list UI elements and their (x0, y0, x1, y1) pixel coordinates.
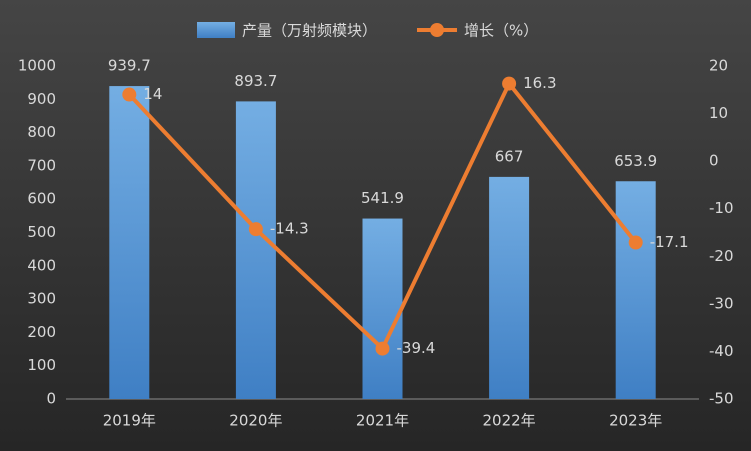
y-tick-label: 300 (27, 290, 56, 308)
y2-tick-label: 10 (709, 104, 728, 122)
line-value-label: -17.1 (650, 233, 689, 251)
bar (109, 86, 150, 400)
y-tick-label: 100 (27, 356, 56, 374)
bar (615, 181, 656, 399)
y-tick-label: 800 (27, 123, 56, 141)
line-marker (628, 235, 643, 250)
line-value-label: 16.3 (523, 74, 556, 92)
y2-tick-label: -20 (709, 247, 734, 265)
y-tick-label: 700 (27, 156, 56, 174)
y-tick-label: 600 (27, 190, 56, 208)
line-marker (502, 76, 517, 91)
bar-value-label: 667 (495, 147, 524, 165)
y2-tick-label: -30 (709, 294, 734, 312)
x-tick-label: 2021年 (356, 412, 409, 430)
y-tick-label: 400 (27, 256, 56, 274)
legend-label: 产量（万射频模块） (242, 22, 377, 40)
line-value-label: 14 (143, 85, 162, 103)
bar-value-label: 653.9 (614, 152, 657, 170)
y2-tick-label: -10 (709, 199, 734, 217)
legend-label: 增长（%） (464, 22, 538, 40)
line-value-label: -14.3 (270, 220, 309, 238)
bar-value-label: 541.9 (361, 189, 404, 207)
x-tick-label: 2019年 (103, 412, 156, 430)
y2-tick-label: 0 (709, 152, 719, 170)
line-marker (375, 341, 390, 356)
bar (489, 176, 530, 399)
y-tick-label: 500 (27, 223, 56, 241)
x-tick-label: 2020年 (229, 412, 282, 430)
x-tick-label: 2022年 (483, 412, 536, 430)
y-tick-label: 0 (46, 390, 56, 408)
y2-tick-label: 20 (709, 57, 728, 75)
bar-value-label: 893.7 (234, 72, 277, 90)
y-tick-label: 200 (27, 323, 56, 341)
y-tick-label: 1000 (18, 57, 56, 75)
line-marker (122, 87, 137, 102)
line-marker (248, 222, 263, 237)
y-tick-label: 900 (27, 90, 56, 108)
bar (362, 218, 403, 399)
legend-marker (430, 23, 444, 37)
bar (235, 101, 276, 400)
bar-value-label: 939.7 (108, 57, 151, 75)
y2-tick-label: -50 (709, 390, 734, 408)
y2-tick-label: -40 (709, 342, 734, 360)
legend-swatch (197, 22, 235, 38)
line-value-label: -39.4 (397, 339, 436, 357)
x-tick-label: 2023年 (609, 412, 662, 430)
